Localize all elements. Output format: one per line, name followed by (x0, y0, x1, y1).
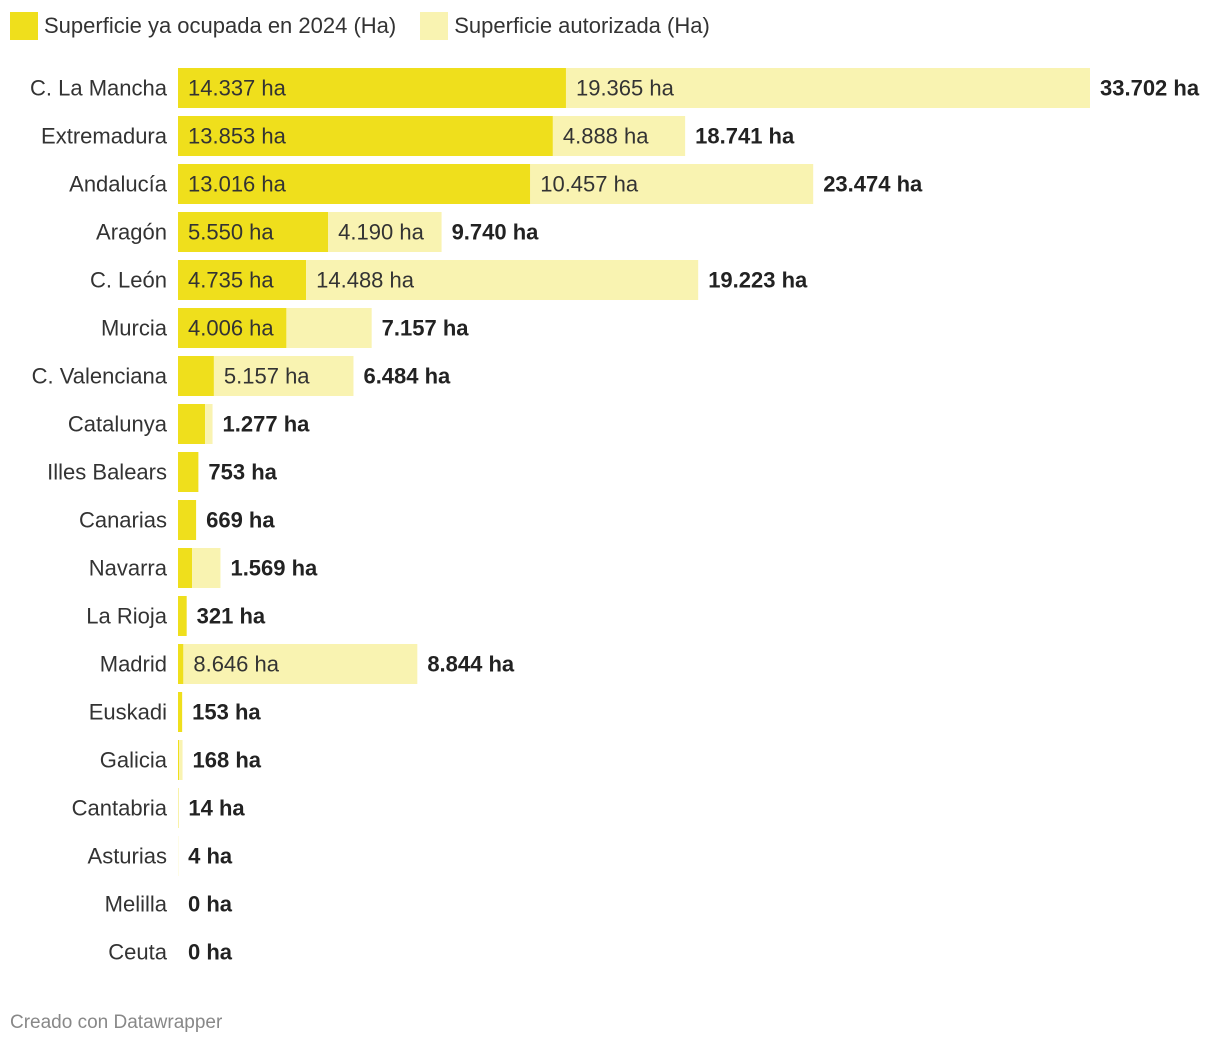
segment-label-occupied: 4.735 ha (188, 268, 274, 293)
category-label: Extremadura (41, 124, 168, 149)
category-label: Navarra (89, 556, 168, 581)
bar-occupied (178, 596, 187, 636)
bar-authorized (328, 212, 442, 252)
segment-label-occupied: 4.006 ha (188, 316, 274, 341)
total-label: 153 ha (192, 700, 261, 725)
legend-item-authorized: Superficie autorizada (Ha) (420, 12, 710, 40)
category-label: Canarias (79, 508, 167, 533)
total-label: 753 ha (208, 460, 277, 485)
bar-occupied (178, 68, 566, 108)
total-label: 18.741 ha (695, 124, 795, 149)
bar-authorized (213, 356, 354, 396)
segment-label-occupied: 14.337 ha (188, 76, 287, 101)
total-label: 1.277 ha (223, 412, 311, 437)
legend: Superficie ya ocupada en 2024 (Ha) Super… (10, 10, 734, 42)
category-label: Cantabria (72, 796, 168, 821)
bar-chart: C. La Mancha 14.337 ha 19.365 ha 33.702 ha E… (30, 68, 1200, 965)
total-label: 0 ha (188, 892, 233, 917)
segment-label-authorized: 14.488 ha (316, 268, 415, 293)
category-label: Andalucía (69, 172, 168, 197)
segment-label-authorized: 10.457 ha (540, 172, 639, 197)
legend-item-occupied: Superficie ya ocupada en 2024 (Ha) (10, 12, 396, 40)
category-label: C. León (90, 268, 167, 293)
category-label: Illes Balears (47, 460, 167, 485)
category-label: Ceuta (108, 940, 167, 965)
total-label: 321 ha (197, 604, 266, 629)
segment-label-authorized: 4.888 ha (563, 124, 649, 149)
bar-authorized (205, 404, 213, 444)
total-label: 33.702 ha (1100, 76, 1200, 101)
legend-swatch-occupied (10, 12, 38, 40)
segment-label-occupied: 5.550 ha (188, 220, 274, 245)
bar-occupied (178, 644, 184, 684)
category-label: Madrid (100, 652, 167, 677)
bar-occupied (178, 452, 199, 492)
bar-authorized (286, 308, 372, 348)
bar-occupied (178, 116, 553, 156)
legend-label-occupied: Superficie ya ocupada en 2024 (Ha) (44, 13, 397, 38)
bar-occupied (178, 260, 307, 300)
segment-label-authorized: 19.365 ha (576, 76, 675, 101)
category-label: Aragón (96, 220, 167, 245)
legend-label-authorized: Superficie autorizada (Ha) (454, 13, 710, 38)
total-label: 23.474 ha (823, 172, 923, 197)
total-label: 7.157 ha (382, 316, 470, 341)
segment-label-occupied: 13.016 ha (188, 172, 287, 197)
segment-label-authorized: 5.157 ha (224, 364, 310, 389)
bar-occupied (178, 692, 183, 732)
bar-authorized (565, 68, 1090, 108)
category-label: Euskadi (89, 700, 167, 725)
bar-authorized (179, 740, 183, 780)
bar-occupied (178, 740, 180, 780)
total-label: 19.223 ha (708, 268, 808, 293)
bar-occupied (178, 164, 531, 204)
total-label: 9.740 ha (452, 220, 540, 245)
category-label: C. Valenciana (32, 364, 168, 389)
bar-authorized (530, 164, 814, 204)
bar-occupied (178, 548, 193, 588)
category-label: Murcia (101, 316, 168, 341)
bar-occupied (178, 356, 214, 396)
total-label: 6.484 ha (363, 364, 451, 389)
category-label: C. La Mancha (30, 76, 168, 101)
total-label: 1.569 ha (230, 556, 318, 581)
total-label: 8.844 ha (427, 652, 515, 677)
category-label: Asturias (88, 844, 167, 869)
category-label: Melilla (105, 892, 168, 917)
category-label: La Rioja (86, 604, 167, 629)
total-label: 0 ha (188, 940, 233, 965)
category-label: Catalunya (68, 412, 168, 437)
segment-label-authorized: 8.646 ha (193, 652, 279, 677)
bar-occupied (178, 500, 197, 540)
total-label: 168 ha (193, 748, 262, 773)
bar-occupied (178, 404, 206, 444)
bar-occupied (178, 308, 287, 348)
category-label: Galicia (100, 748, 168, 773)
legend-swatch-authorized (420, 12, 449, 40)
segment-label-authorized: 4.190 ha (338, 220, 424, 245)
bar-authorized (306, 260, 699, 300)
footer-credit[interactable]: Creado con Datawrapper (10, 1012, 223, 1033)
bar-authorized (183, 644, 418, 684)
total-label: 669 ha (206, 508, 275, 533)
bar-authorized (552, 116, 686, 156)
bar-authorized (192, 548, 221, 588)
segment-label-occupied: 13.853 ha (188, 124, 287, 149)
total-label: 4 ha (188, 844, 233, 869)
bar-occupied (178, 212, 329, 252)
total-label: 14 ha (188, 796, 245, 821)
